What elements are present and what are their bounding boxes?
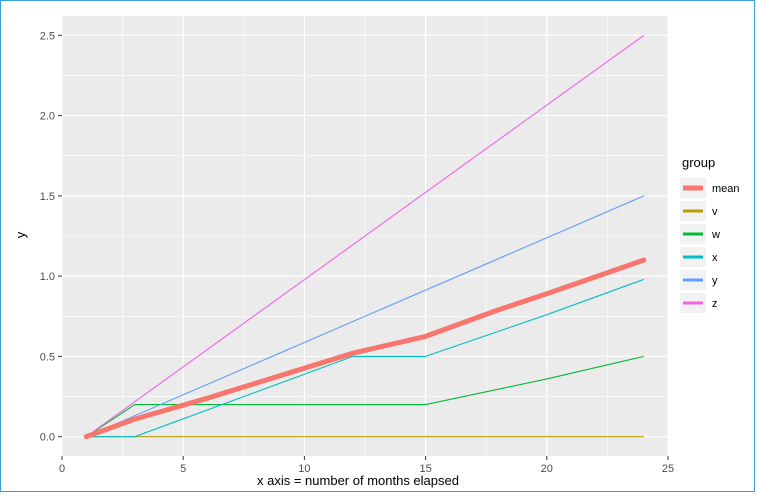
x-tick-label: 0 — [59, 463, 65, 475]
x-tick-label: 10 — [298, 463, 310, 475]
legend-label-mean: mean — [712, 183, 740, 195]
grid-minor — [62, 16, 668, 456]
y-tick-label: 1.5 — [40, 191, 55, 203]
legend-label-v: v — [712, 206, 718, 218]
legend-label-z: z — [712, 298, 718, 310]
series-line-x — [86, 278, 644, 438]
series-line-y — [85, 195, 645, 438]
y-tick-label: 0.5 — [40, 351, 55, 363]
legend-label-y: y — [712, 275, 718, 287]
y-tick-label: 2.0 — [40, 111, 55, 123]
x-tick-label: 20 — [541, 463, 553, 475]
series-line-mean — [83, 257, 647, 440]
x-axis-ticks: 0 5 10 15 20 25 — [59, 456, 674, 475]
legend-label-w: w — [711, 229, 720, 241]
legend-title: group — [682, 155, 715, 170]
x-tick-label: 5 — [180, 463, 186, 475]
y-tick-label: 1.0 — [40, 271, 55, 283]
y-axis-ticks: 0.0 0.5 1.0 1.5 2.0 2.5 — [40, 30, 62, 444]
series-line-z — [85, 34, 645, 438]
legend-label-x: x — [712, 252, 718, 264]
y-tick-label: 2.5 — [40, 30, 55, 42]
x-tick-label: 25 — [662, 463, 674, 475]
x-axis-label: x axis = number of months elapsed — [257, 473, 459, 488]
y-axis-label: y — [13, 231, 28, 238]
y-tick-label: 0.0 — [40, 432, 55, 444]
series-line-w — [85, 355, 644, 438]
x-tick-label: 15 — [419, 463, 431, 475]
series-lines — [83, 34, 647, 440]
